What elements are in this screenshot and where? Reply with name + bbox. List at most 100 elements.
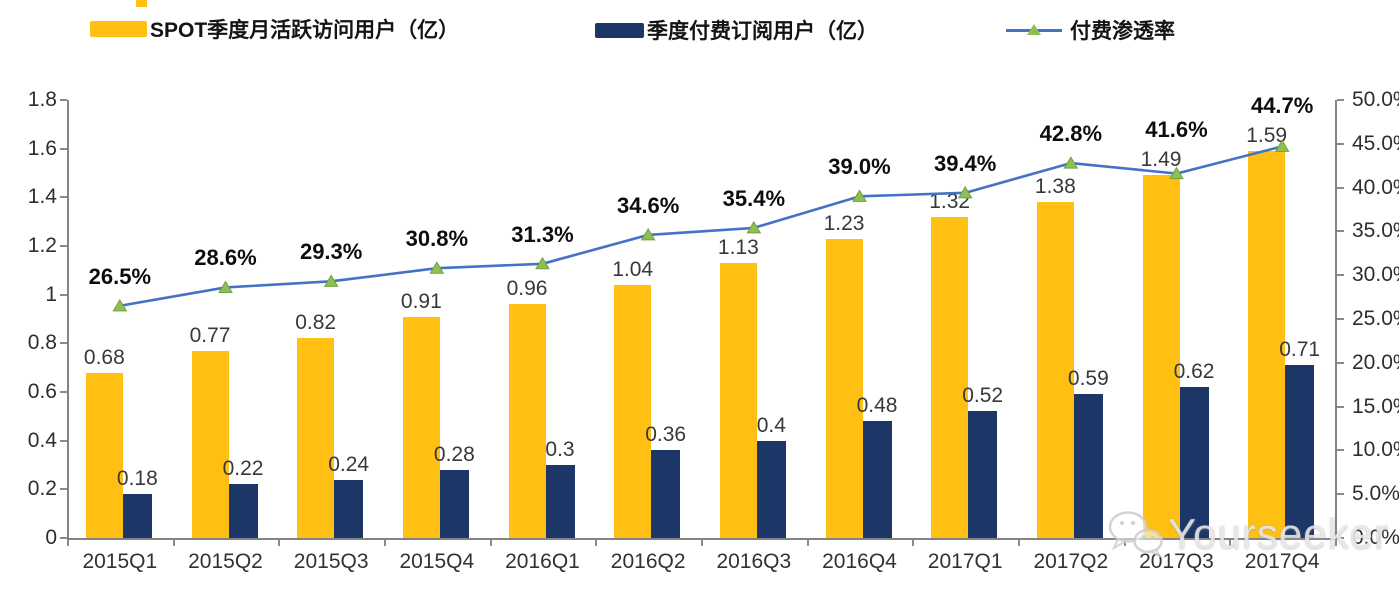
left-axis-tick <box>60 342 67 345</box>
mau-value-label: 0.91 <box>400 289 442 313</box>
triangle-marker <box>852 189 867 202</box>
mau-value-label: 1.13 <box>717 236 759 260</box>
x-axis-category-label: 2016Q4 <box>822 550 897 573</box>
x-axis-category-label: 2016Q1 <box>505 550 580 573</box>
legend-item-subscribers: 季度付费订阅用户（亿） <box>595 17 878 43</box>
subscriber-value-label: 0.3 <box>545 438 575 461</box>
subscriber-value-label: 0.71 <box>1279 338 1321 362</box>
left-axis-line <box>67 100 69 538</box>
right-axis-tick <box>1337 405 1344 408</box>
mau-bar <box>297 338 335 538</box>
triangle-marker <box>535 256 550 270</box>
x-axis-tick <box>806 540 809 546</box>
subscriber-bar <box>122 494 152 538</box>
subscriber-bar <box>968 411 998 538</box>
penetration-rate-label: 30.8% <box>405 226 469 252</box>
x-axis-category-label: 2017Q4 <box>1244 550 1320 573</box>
legend-triangle-icon <box>1027 24 1041 35</box>
x-axis-tick <box>1018 540 1020 546</box>
subscriber-value-label: 0.22 <box>222 457 264 481</box>
right-axis-tick-label: 0.0% <box>1352 526 1399 549</box>
penetration-rate-label: 42.8% <box>1039 121 1103 147</box>
right-axis-tick <box>1337 361 1344 364</box>
mau-legend-label: SPOT季度月活跃访问用户（亿） <box>150 19 460 42</box>
left-axis-tick <box>60 245 67 247</box>
penetration-rate-label: 29.3% <box>299 239 363 265</box>
x-axis-category-label: 2016Q3 <box>716 550 792 573</box>
mau-value-label: 1.32 <box>929 189 971 213</box>
watermark: Yourseeker <box>1104 508 1389 560</box>
subscriber-bar <box>1073 394 1103 538</box>
x-axis-category-label: 2015Q3 <box>293 550 369 573</box>
penetration-rate-label: 28.6% <box>194 245 257 271</box>
right-axis-tick <box>1337 99 1344 101</box>
mau-bar <box>402 316 440 538</box>
mau-bar <box>85 372 123 538</box>
subscriber-value-label: 0.18 <box>116 467 158 491</box>
left-axis-tick-label: 0.2 <box>27 477 57 501</box>
x-axis-tick <box>278 540 281 546</box>
right-axis-tick-label: 30.0% <box>1352 263 1399 287</box>
subscriber-value-label: 0.4 <box>756 413 786 437</box>
right-axis-tick-label: 10.0% <box>1352 438 1399 462</box>
left-axis-tick-label: 0.4 <box>27 428 57 452</box>
penetration-rate-label: 39.0% <box>828 154 891 180</box>
right-axis-tick-label: 35.0% <box>1352 219 1399 243</box>
mau-bar <box>508 304 546 538</box>
top-edge-artifact <box>136 0 147 7</box>
right-axis-tick <box>1337 230 1344 233</box>
right-axis-tick-label: 45.0% <box>1352 131 1399 155</box>
mau-value-label: 1.04 <box>612 257 654 281</box>
right-axis-tick-label: 40.0% <box>1352 175 1399 199</box>
triangle-marker <box>746 220 762 234</box>
mau-value-label: 1.49 <box>1140 148 1182 172</box>
left-axis-tick-label: 0.8 <box>27 331 57 355</box>
mau-bar <box>191 350 229 538</box>
right-axis-tick <box>1337 449 1344 452</box>
subscriber-value-label: 0.62 <box>1173 360 1215 384</box>
mau-bar <box>1142 175 1180 538</box>
left-axis-tick-label: 1 <box>45 282 57 306</box>
right-axis-line <box>1335 100 1337 538</box>
right-axis-tick <box>1337 537 1344 539</box>
penetration-rate-label: 39.4% <box>933 150 997 176</box>
x-axis-line <box>67 538 1337 540</box>
mau-bar <box>719 263 757 538</box>
subscriber-bar <box>862 421 892 538</box>
subscriber-legend-label: 季度付费订阅用户（亿） <box>647 20 878 43</box>
legend-item-penetration: 付费渗透率 <box>1006 17 1175 43</box>
mau-value-label: 1.23 <box>823 211 865 235</box>
penetration-rate-label: 44.7% <box>1250 93 1314 119</box>
x-axis-category-label: 2017Q1 <box>927 550 1003 573</box>
x-axis-tick <box>1123 540 1126 546</box>
triangle-marker <box>218 280 233 293</box>
x-axis-tick <box>595 540 598 546</box>
left-axis-tick-label: 1.6 <box>27 136 57 160</box>
x-axis-tick <box>172 540 175 546</box>
right-axis-tick-label: 20.0% <box>1352 350 1399 374</box>
subscriber-bar <box>545 465 575 538</box>
wechat-icon <box>1108 511 1163 559</box>
right-axis-tick-label: 50.0% <box>1352 88 1399 111</box>
mau-bar <box>931 216 969 538</box>
left-axis-tick <box>60 391 67 393</box>
mau-value-label: 0.82 <box>295 311 337 335</box>
left-axis-tick <box>60 196 67 199</box>
penetration-rate-label: 35.4% <box>722 185 786 211</box>
subscriber-bar <box>334 479 364 538</box>
subscriber-bar <box>1285 365 1315 538</box>
subscriber-legend-swatch <box>595 22 644 38</box>
subscriber-bar <box>756 440 786 538</box>
left-axis-tick <box>60 537 67 539</box>
x-axis-category-label: 2015Q4 <box>399 550 475 573</box>
mau-legend-swatch <box>90 21 147 37</box>
subscriber-bar <box>651 450 681 538</box>
right-axis-tick-label: 5.0% <box>1352 482 1399 506</box>
right-axis-tick <box>1337 274 1344 277</box>
right-axis-tick-label: 25.0% <box>1352 307 1399 330</box>
subscriber-value-label: 0.48 <box>856 394 898 418</box>
left-axis-tick <box>60 147 67 150</box>
mau-bar <box>614 284 652 538</box>
x-axis-tick <box>67 540 69 546</box>
x-axis-tick <box>1229 540 1232 546</box>
